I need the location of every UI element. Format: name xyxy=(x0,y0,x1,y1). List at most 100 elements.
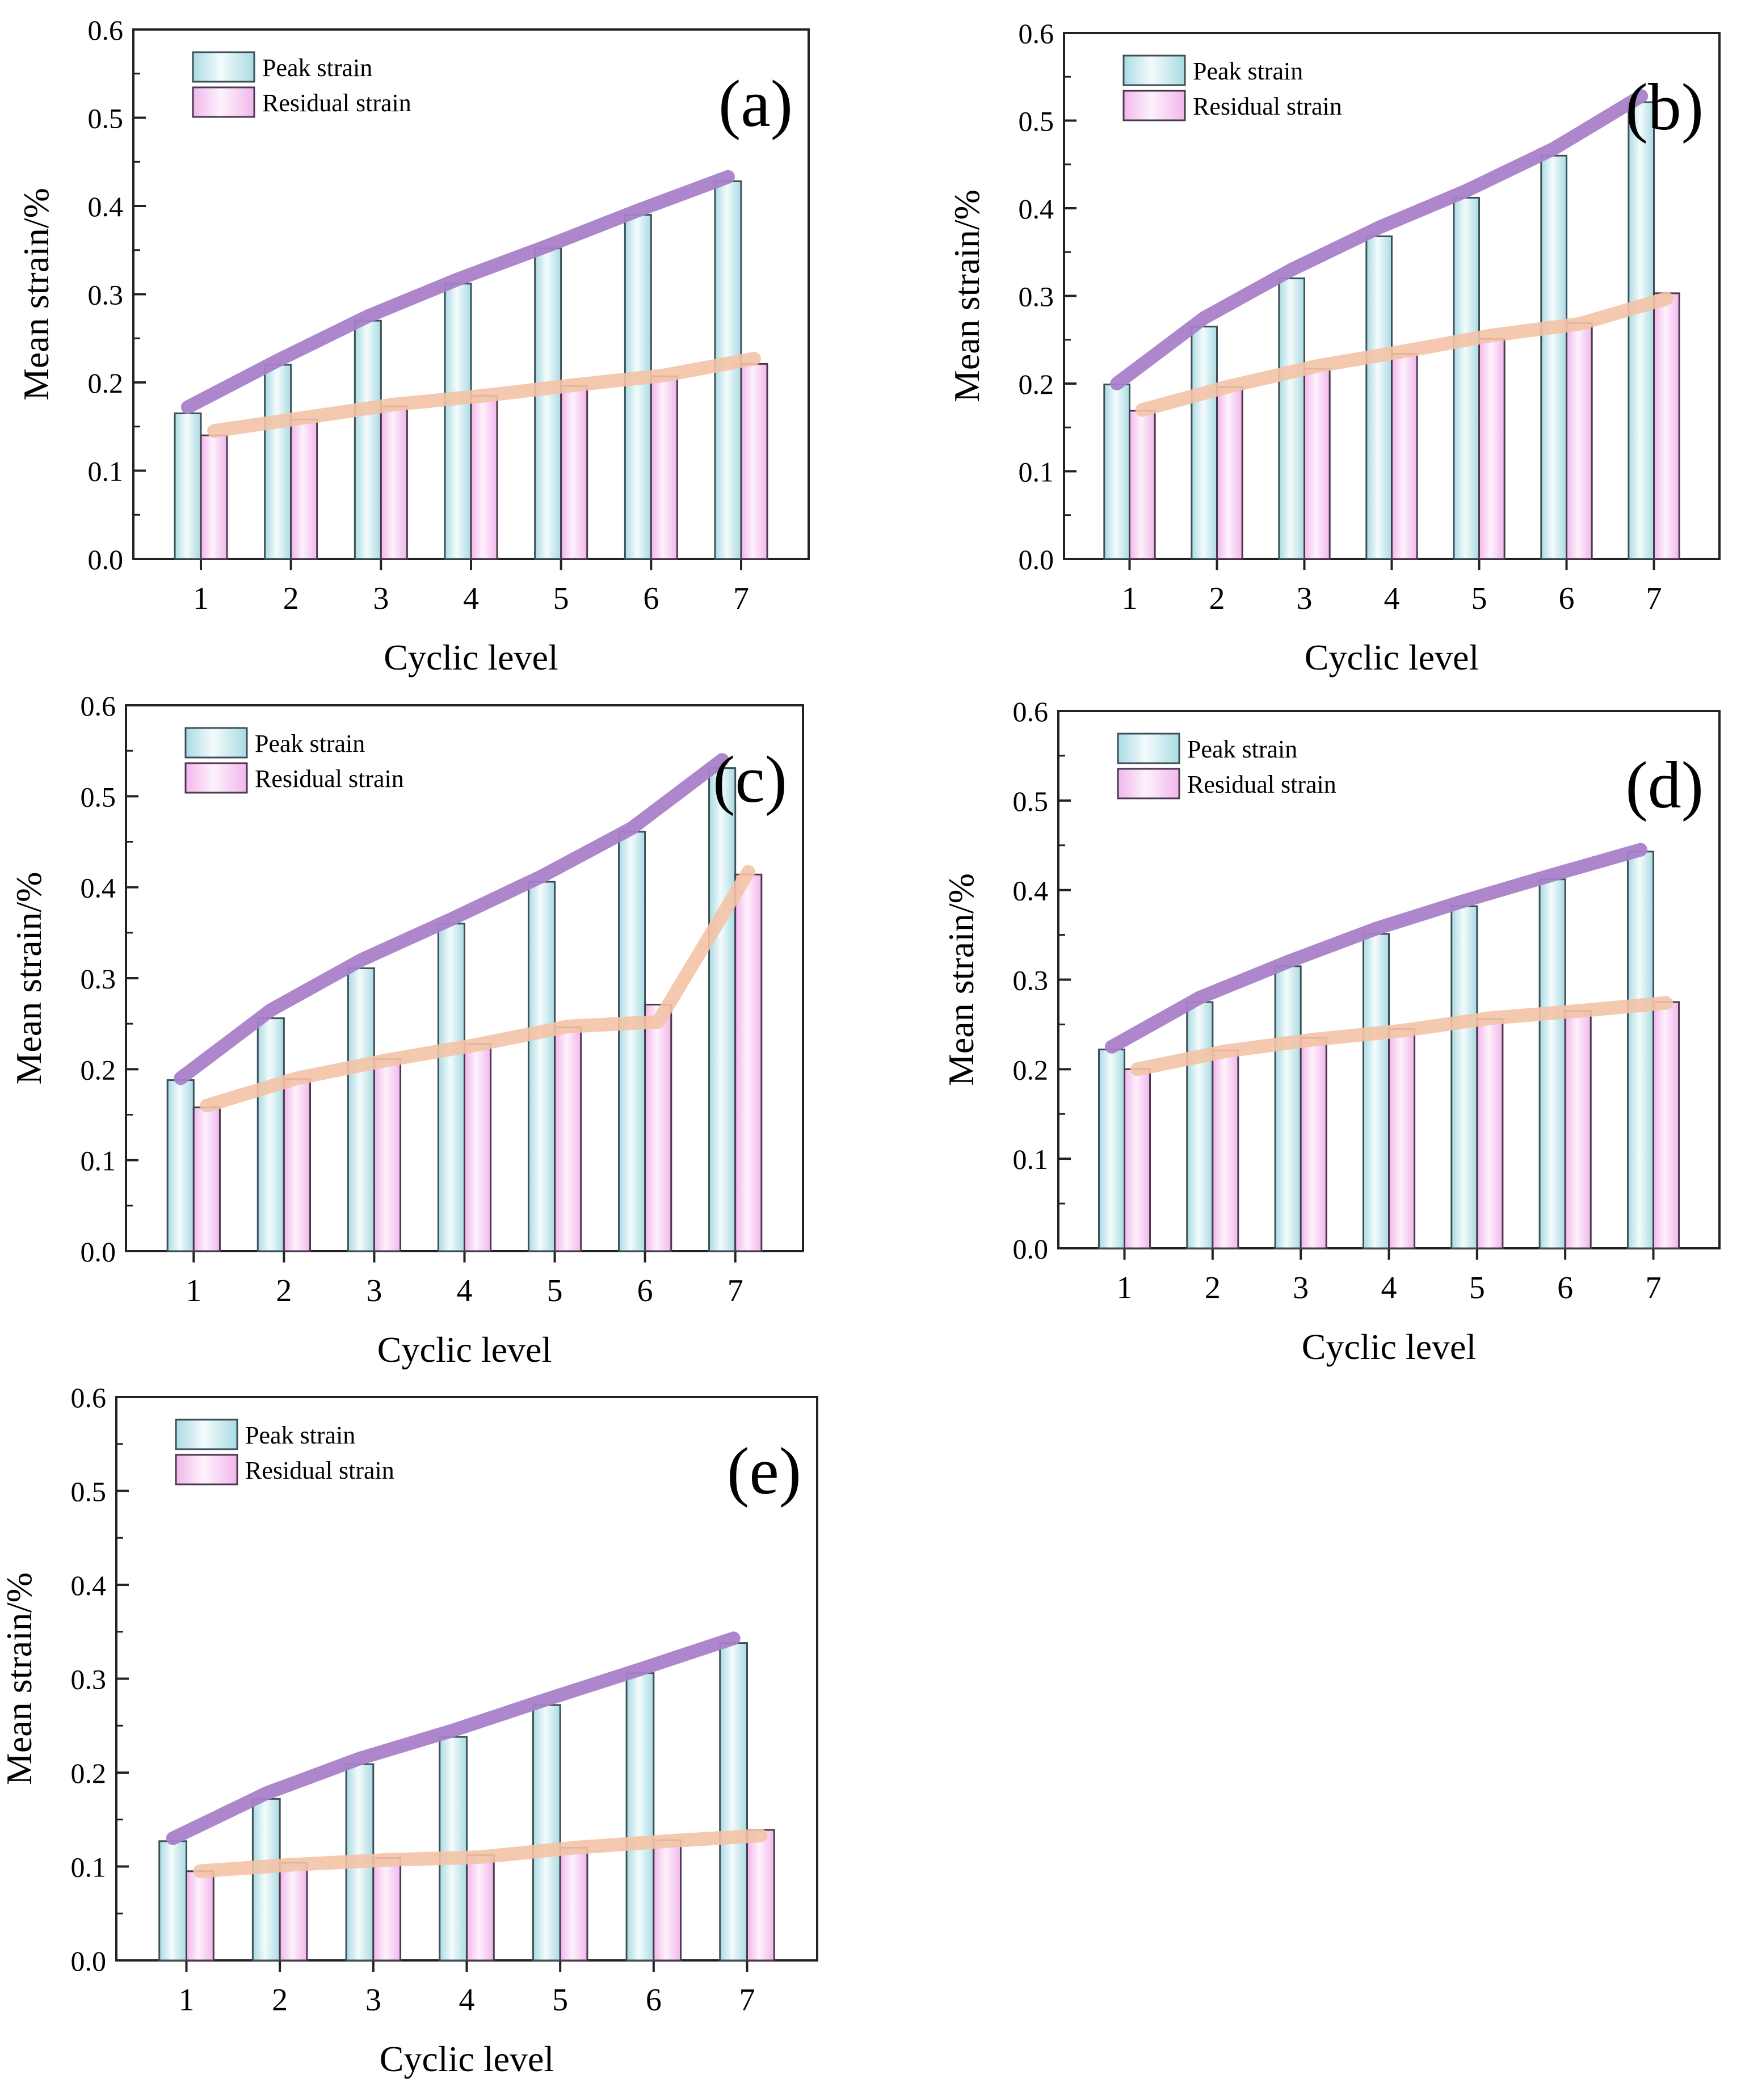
bar-peak-strain xyxy=(264,364,292,560)
y-axis-title: Mean strain/% xyxy=(941,873,981,1086)
y-tick-label: 0.2 xyxy=(71,1757,107,1789)
x-tick-label: 4 xyxy=(459,1983,475,2018)
y-tick-label: 0.3 xyxy=(81,963,116,995)
bar-peak-strain xyxy=(1453,196,1481,560)
bar-residual-strain xyxy=(1391,352,1418,560)
x-tick-label: 3 xyxy=(365,1983,381,2018)
y-tick-label: 0.6 xyxy=(1013,696,1049,727)
x-tick-label: 3 xyxy=(373,581,389,616)
y-axis-title: Mean strain/% xyxy=(0,1572,39,1785)
y-tick-label: 0.0 xyxy=(88,544,124,575)
x-tick-label: 5 xyxy=(553,581,569,616)
x-tick-label: 2 xyxy=(283,581,299,616)
bar-residual-strain xyxy=(186,1870,215,1962)
y-tick-label: 0.6 xyxy=(88,14,124,46)
bar-residual-strain xyxy=(380,405,408,560)
panel-label: (b) xyxy=(1625,70,1704,144)
panel-label: (d) xyxy=(1625,748,1704,822)
legend-label-residual: Residual strain xyxy=(262,89,411,117)
y-tick-label: 0.1 xyxy=(71,1851,107,1883)
bar-peak-strain xyxy=(719,1642,749,1962)
legend-label-peak: Peak strain xyxy=(245,1421,355,1449)
bar-residual-strain xyxy=(279,1862,308,1962)
bar-residual-strain xyxy=(372,1857,402,1962)
x-tick-label: 4 xyxy=(463,581,479,616)
legend-swatch-peak xyxy=(192,51,255,83)
legend-swatch-residual xyxy=(184,762,248,794)
y-tick-label: 0.5 xyxy=(88,103,124,134)
legend-label-peak: Peak strain xyxy=(1187,735,1297,763)
y-tick-label: 0.3 xyxy=(1019,281,1054,313)
bar-peak-strain xyxy=(257,1017,285,1252)
x-tick-label: 6 xyxy=(1557,1270,1573,1306)
chart-panel-1: 0.0 0.1 0.2 0.3 0.4 0.5 0.6 1 2 3 4 5 6 7 Peak strain R… xyxy=(16,14,810,677)
x-tick-label: 1 xyxy=(193,581,209,616)
bar-residual-strain xyxy=(373,1058,402,1252)
x-tick-label: 3 xyxy=(1297,581,1313,616)
x-axis-title: Cyclic level xyxy=(380,2039,554,2079)
legend-swatch-peak xyxy=(175,1419,238,1450)
x-tick-label: 5 xyxy=(1469,1270,1485,1306)
x-axis-title: Cyclic level xyxy=(1305,637,1479,677)
trend-line-residual xyxy=(1130,996,1673,1076)
y-tick-label: 0.5 xyxy=(1013,785,1049,817)
x-tick-label: 7 xyxy=(739,1983,755,2018)
bar-residual-strain xyxy=(192,1106,221,1252)
bar-peak-strain xyxy=(618,831,646,1252)
bar-residual-strain xyxy=(1564,1010,1592,1249)
bar-peak-strain xyxy=(437,923,465,1252)
y-tick-label: 0.5 xyxy=(1019,106,1054,137)
y-tick-label: 0.6 xyxy=(71,1382,107,1413)
y-tick-label: 0.6 xyxy=(1019,18,1054,49)
y-tick-label: 0.2 xyxy=(81,1054,116,1085)
legend-swatch-residual xyxy=(175,1454,238,1485)
bar-residual-strain xyxy=(470,394,498,560)
x-tick-label: 2 xyxy=(1205,1270,1221,1306)
bar-residual-strain xyxy=(559,1846,588,1962)
bar-peak-strain xyxy=(1540,154,1568,560)
bar-peak-strain xyxy=(1538,878,1566,1249)
trend-line-peak xyxy=(1104,843,1647,1054)
bar-residual-strain xyxy=(1653,1001,1680,1249)
x-axis-title: Cyclic level xyxy=(377,1329,552,1370)
bar-residual-strain xyxy=(746,1829,775,1962)
panel-label: (e) xyxy=(727,1434,801,1508)
x-tick-label: 2 xyxy=(272,1983,288,2018)
trend-line-residual xyxy=(193,1828,768,1878)
panel-label: (c) xyxy=(713,742,787,817)
y-tick-label: 0.2 xyxy=(1019,368,1054,400)
bar-residual-strain xyxy=(1129,410,1156,560)
bar-residual-strain xyxy=(1300,1037,1327,1249)
x-tick-label: 1 xyxy=(179,1983,195,2018)
bar-peak-strain xyxy=(158,1840,188,1962)
y-axis-title: Mean strain/% xyxy=(9,872,49,1085)
bar-residual-strain xyxy=(1653,292,1680,560)
bar-peak-strain xyxy=(527,881,556,1252)
x-tick-label: 4 xyxy=(1384,581,1400,616)
trend-line-peak xyxy=(180,170,735,414)
y-tick-label: 0.5 xyxy=(71,1476,107,1508)
legend-label-peak: Peak strain xyxy=(262,54,372,82)
trend-line-residual xyxy=(200,865,755,1113)
x-tick-label: 6 xyxy=(1559,581,1575,616)
y-tick-label: 0.0 xyxy=(81,1236,116,1268)
y-tick-label: 0.3 xyxy=(71,1664,107,1695)
bar-peak-strain xyxy=(1362,933,1390,1249)
y-tick-label: 0.5 xyxy=(81,781,116,813)
x-tick-label: 7 xyxy=(1646,1270,1662,1306)
bar-residual-strain xyxy=(554,1026,582,1252)
trend-line-residual xyxy=(207,352,762,438)
bar-residual-strain xyxy=(1476,1018,1504,1249)
bar-peak-strain xyxy=(347,967,375,1252)
bar-peak-strain xyxy=(174,412,202,560)
bar-peak-strain xyxy=(1278,277,1306,560)
y-tick-label: 0.2 xyxy=(1013,1054,1049,1085)
legend-swatch-residual xyxy=(192,86,255,118)
bar-residual-strain xyxy=(644,1003,672,1252)
x-tick-label: 7 xyxy=(728,1273,743,1308)
bar-peak-strain xyxy=(1274,965,1302,1249)
bar-residual-strain xyxy=(464,1042,492,1252)
bar-peak-strain xyxy=(354,319,382,560)
x-tick-label: 1 xyxy=(1117,1270,1133,1306)
